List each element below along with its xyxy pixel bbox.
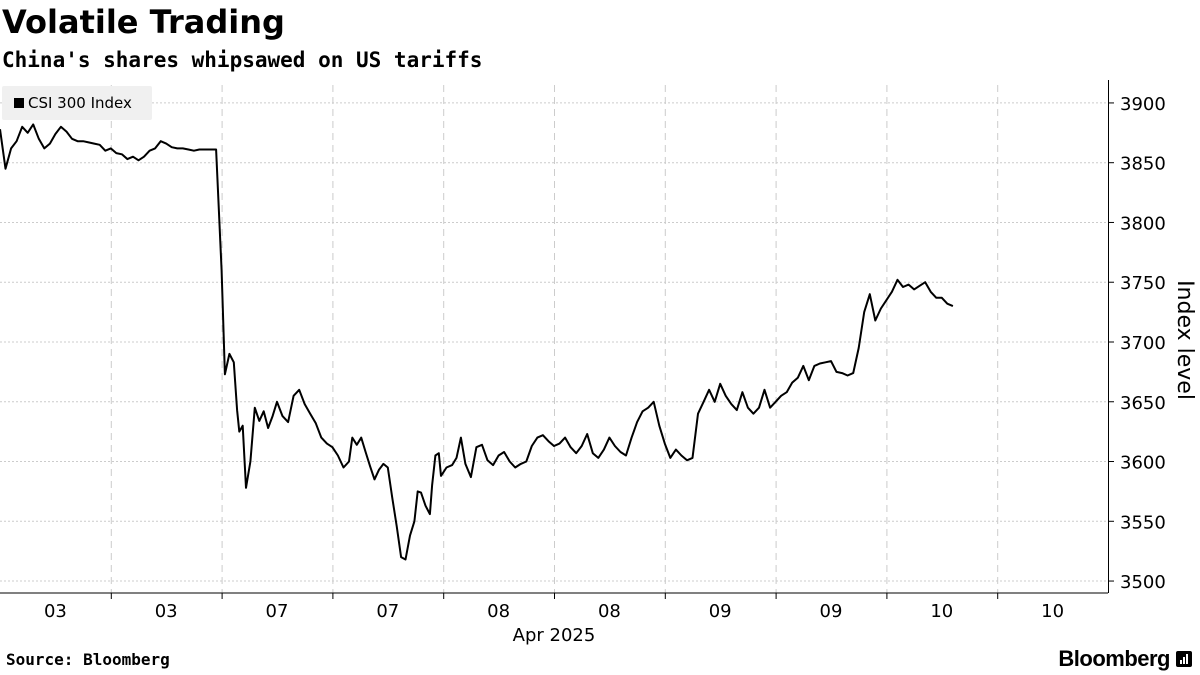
x-tick-label: 03	[155, 601, 178, 622]
brand: Bloomberg	[1058, 646, 1192, 672]
tick-labels: 3500 3550 3600 3650 3700 3750 3800 3850 3900 03 03…	[44, 94, 1197, 646]
x-tick-label: 03	[44, 601, 67, 622]
x-tick-label: 10	[1041, 601, 1064, 622]
legend-label: CSI 300 Index	[28, 94, 132, 112]
y-tick-label: 3850	[1120, 154, 1166, 175]
series	[0, 123, 954, 561]
x-tick-label: 08	[487, 601, 510, 622]
x-tick-label: 07	[376, 601, 399, 622]
y-tick-label: 3750	[1120, 273, 1166, 294]
chart-subtitle: China's shares whipsawed on US tariffs	[2, 48, 483, 72]
grid	[0, 85, 1108, 593]
x-tick-label: 09	[820, 601, 843, 622]
y-axis-label: Index level	[1172, 280, 1197, 400]
source-note: Source: Bloomberg	[6, 650, 170, 669]
x-tick-label: 10	[930, 601, 953, 622]
x-tick-label: 08	[598, 601, 621, 622]
axes	[0, 80, 1114, 599]
y-tick-label: 3600	[1120, 453, 1166, 474]
chart-title: Volatile Trading	[2, 3, 285, 41]
y-tick-label: 3650	[1120, 393, 1166, 414]
y-tick-label: 3550	[1120, 512, 1166, 533]
legend-swatch	[14, 98, 24, 108]
y-tick-label: 3500	[1120, 572, 1166, 593]
brand-logo-text: Bloomberg	[1058, 646, 1170, 671]
x-axis-label: Apr 2025	[513, 625, 596, 646]
series-line-csi-300	[0, 123, 954, 561]
y-tick-label: 3900	[1120, 94, 1166, 115]
x-tick-label: 07	[266, 601, 289, 622]
y-tick-label: 3700	[1120, 333, 1166, 354]
bloomberg-bars-icon	[1176, 651, 1192, 667]
x-tick-label: 09	[709, 601, 732, 622]
y-tick-label: 3800	[1120, 213, 1166, 234]
legend: CSI 300 Index	[2, 86, 152, 120]
